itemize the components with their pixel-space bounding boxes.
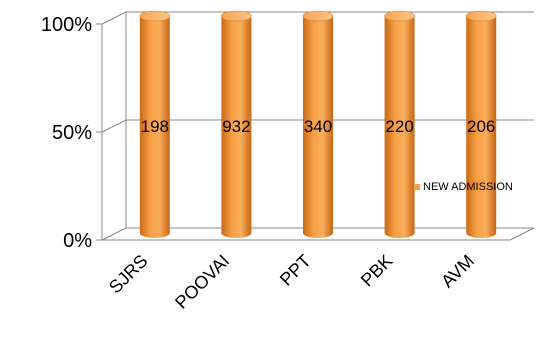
- bars: [139, 10, 497, 239]
- bar-top: [139, 10, 171, 22]
- x-tick-label: POOVAI: [171, 251, 233, 313]
- data-label: 932: [222, 117, 250, 136]
- gridline-depth: [101, 227, 127, 241]
- legend: NEW ADMISSION: [414, 181, 513, 193]
- y-tick-label: 100%: [41, 14, 92, 36]
- x-tick-label: PPT: [276, 251, 315, 290]
- bar-body: [303, 16, 333, 238]
- bar-body: [466, 16, 497, 239]
- bar-body: [384, 16, 415, 239]
- bar-sjrs: [139, 10, 171, 239]
- x-tick-label: SJRS: [105, 251, 152, 298]
- data-label: 198: [141, 117, 169, 136]
- data-labels: 198 932 340 220 206: [141, 117, 496, 136]
- floor-right-edge: [509, 227, 535, 241]
- bar-avm: [465, 10, 497, 239]
- legend-label: NEW ADMISSION: [423, 181, 513, 193]
- y-tick-label: 50%: [52, 122, 92, 144]
- data-label: 340: [304, 117, 332, 136]
- y-tick-label: 0%: [63, 230, 92, 252]
- bar-poovai: [221, 10, 252, 239]
- legend-swatch: [414, 184, 420, 190]
- bar-body: [139, 16, 170, 239]
- bar-body: [221, 16, 252, 239]
- x-tick-label: PBK: [357, 251, 397, 291]
- x-tick-label: AVM: [437, 251, 478, 292]
- bar-top: [221, 10, 252, 22]
- bar-ppt: [302, 10, 334, 238]
- bar-top: [465, 10, 497, 22]
- bar-pbk: [384, 10, 415, 239]
- axes: [96, 12, 535, 241]
- gridline-depth: [101, 119, 127, 133]
- gridline-depth: [101, 11, 127, 25]
- bar-top: [302, 10, 334, 22]
- data-label: 206: [467, 117, 495, 136]
- data-label: 220: [385, 117, 413, 136]
- bar-top: [384, 10, 415, 22]
